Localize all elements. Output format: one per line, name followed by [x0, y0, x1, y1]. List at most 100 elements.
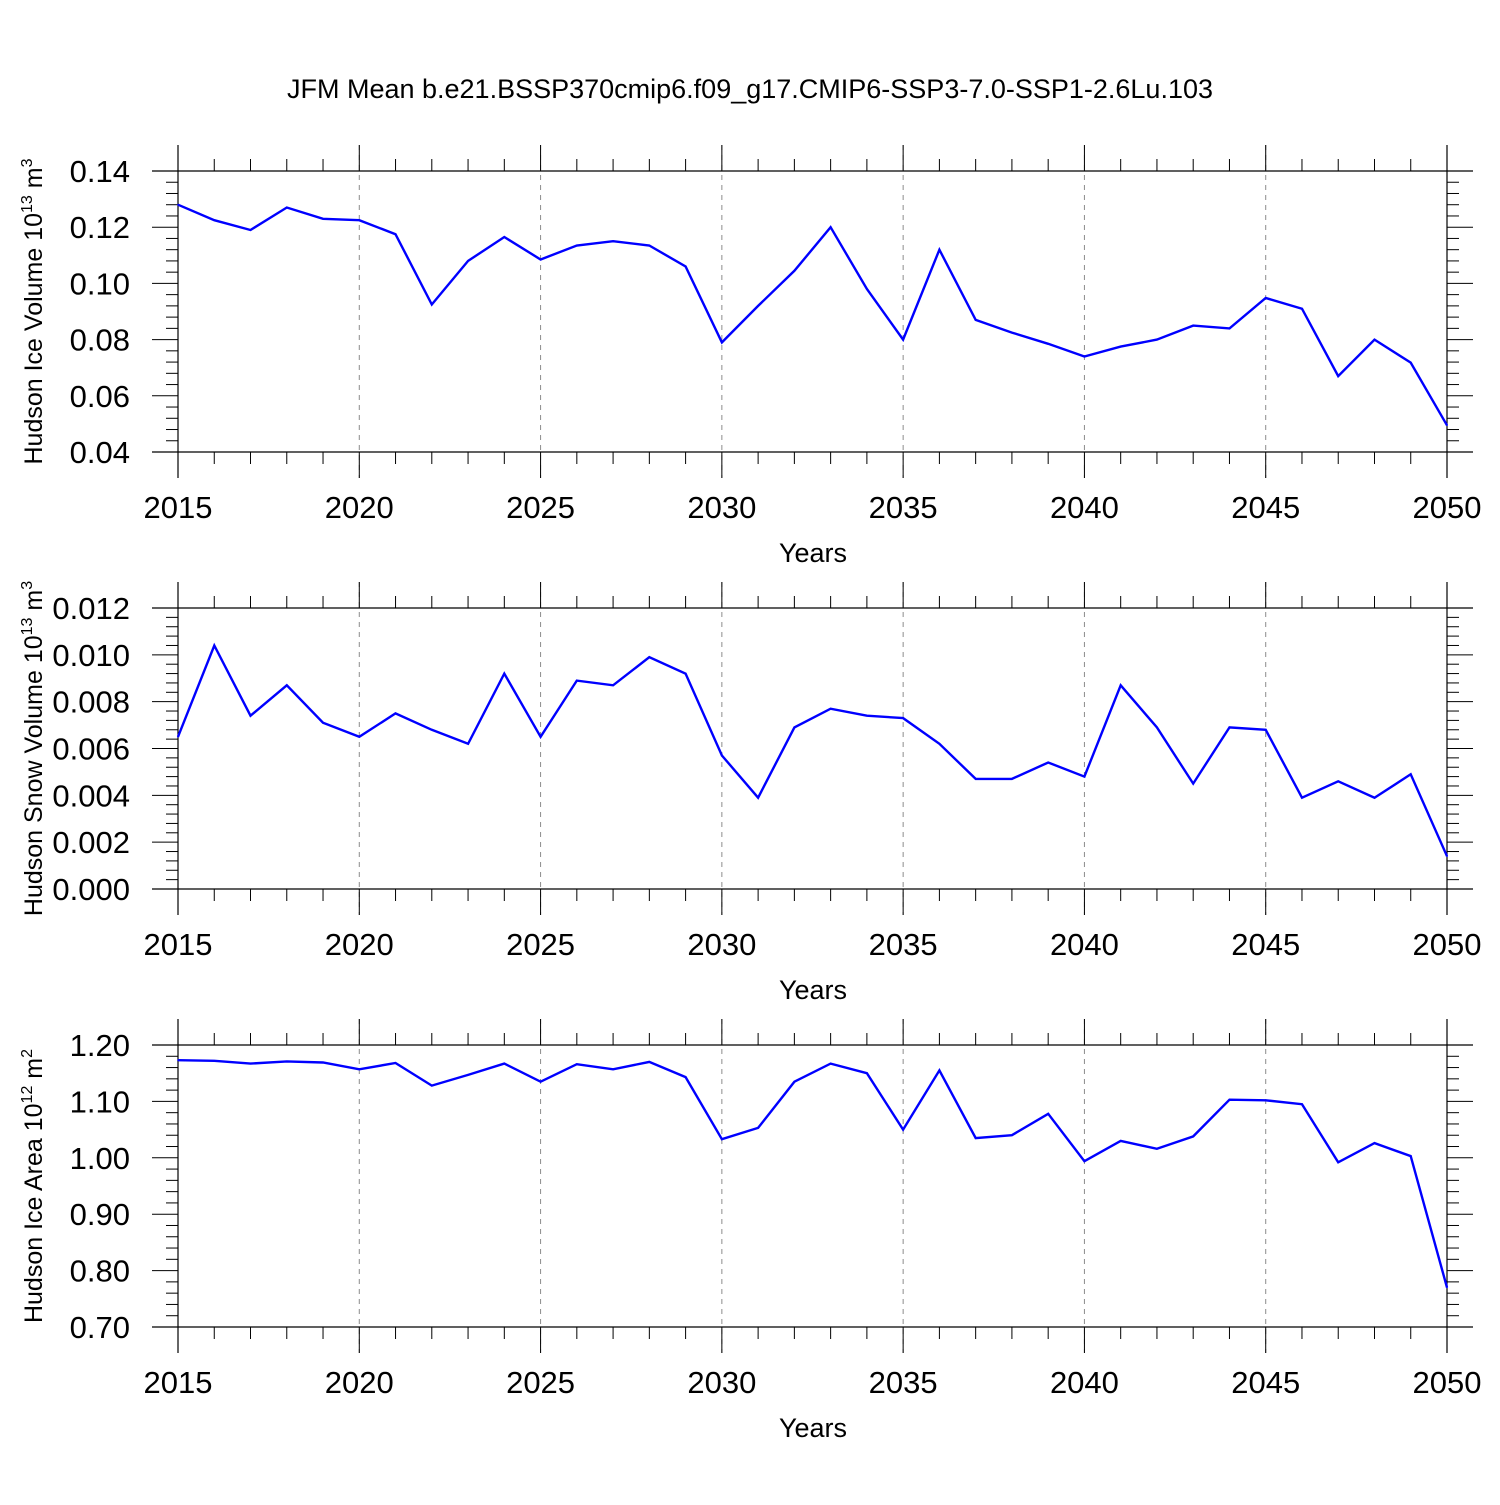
series-line — [177, 203, 1449, 426]
data-point — [177, 1059, 179, 1062]
y-tick-label: 0.80 — [70, 1254, 130, 1289]
x-tick-label: 2035 — [869, 927, 938, 962]
x-tick-label: 2050 — [1413, 927, 1482, 962]
x-tick-label: 2045 — [1231, 1365, 1300, 1400]
data-point — [757, 1127, 759, 1129]
data-point — [1011, 1134, 1013, 1137]
y-tick-label: 0.008 — [52, 685, 130, 720]
data-point — [1301, 796, 1303, 799]
data-point — [866, 714, 868, 717]
data-point — [1228, 1098, 1231, 1101]
data-point — [285, 1060, 288, 1063]
data-point — [431, 728, 433, 731]
data-point — [358, 1068, 361, 1071]
data-point — [721, 341, 723, 344]
data-point — [1119, 1140, 1122, 1142]
data-point — [1373, 1142, 1376, 1144]
x-tick-label: 2050 — [1413, 1365, 1482, 1400]
y-tick-label: 0.14 — [70, 154, 130, 189]
data-point — [285, 684, 288, 687]
data-point — [938, 743, 941, 745]
data-point — [503, 1062, 506, 1065]
y-tick-label: 0.006 — [52, 732, 130, 767]
data-point — [757, 305, 759, 307]
data-point — [829, 1062, 832, 1065]
data-point — [1083, 775, 1086, 778]
data-point — [793, 269, 796, 272]
data-point — [213, 644, 216, 647]
data-point — [974, 319, 977, 321]
x-tick-label: 2025 — [506, 1365, 575, 1400]
data-point — [1446, 424, 1448, 427]
x-axis-label: Years — [779, 975, 847, 1005]
y-axis-label: Hudson Ice Volume 1013 m3 — [19, 158, 48, 464]
y-tick-label: 0.08 — [70, 323, 130, 358]
data-point — [974, 778, 977, 780]
data-point — [1119, 684, 1122, 687]
y-tick-label: 0.012 — [52, 591, 130, 626]
data-point — [322, 721, 324, 724]
data-point — [467, 260, 469, 262]
y-tick-label: 0.010 — [52, 638, 130, 673]
y-tick-label: 0.04 — [70, 435, 130, 470]
data-point — [902, 1128, 904, 1131]
data-point — [249, 714, 252, 717]
data-point — [793, 1080, 796, 1083]
data-point — [1301, 1103, 1303, 1106]
data-point — [539, 1080, 542, 1083]
data-point — [648, 244, 651, 247]
data-point — [1264, 297, 1267, 299]
data-point — [1264, 1099, 1267, 1102]
data-point — [902, 717, 904, 719]
data-point — [1228, 327, 1231, 330]
data-point — [1337, 780, 1340, 783]
x-tick-label: 2030 — [687, 1365, 756, 1400]
data-point — [177, 203, 179, 206]
data-point — [612, 240, 614, 243]
data-point — [938, 1069, 941, 1072]
data-point — [503, 236, 506, 238]
data-point — [1083, 355, 1086, 358]
data-point — [322, 1061, 324, 1064]
data-point — [576, 244, 578, 247]
data-point — [757, 796, 759, 799]
data-point — [249, 1062, 252, 1065]
data-point — [1083, 1160, 1086, 1162]
y-tick-label: 1.10 — [70, 1084, 130, 1119]
y-axis-label: Hudson Snow Volume 1013 m3 — [19, 581, 48, 916]
x-tick-label: 2040 — [1050, 927, 1119, 962]
data-point — [467, 743, 469, 745]
data-point — [1373, 338, 1376, 341]
data-point — [1047, 343, 1049, 345]
y-tick-label: 0.90 — [70, 1197, 130, 1232]
data-point — [684, 1076, 687, 1078]
data-point — [1011, 331, 1013, 334]
data-point — [394, 1062, 397, 1064]
data-point — [829, 707, 832, 710]
x-tick-label: 2025 — [506, 490, 575, 525]
x-tick-label: 2030 — [687, 490, 756, 525]
y-tick-label: 0.004 — [52, 778, 130, 813]
data-point — [1409, 1155, 1412, 1157]
x-tick-label: 2045 — [1231, 490, 1300, 525]
x-tick-label: 2015 — [144, 1365, 213, 1400]
data-point — [576, 679, 578, 682]
data-point — [467, 1074, 469, 1076]
x-axis-label: Years — [779, 538, 847, 568]
data-point — [684, 265, 687, 268]
panel-2: 0.000 0.002 0.004 0.006 0.008 0.010 0.012 2015 2… — [19, 581, 1481, 1005]
data-point — [249, 229, 252, 231]
x-tick-label: 2035 — [869, 1365, 938, 1400]
data-point — [177, 735, 179, 738]
data-point — [1156, 338, 1158, 341]
x-tick-label: 2040 — [1050, 1365, 1119, 1400]
data-point — [1446, 855, 1448, 858]
x-tick-label: 2030 — [687, 927, 756, 962]
data-point — [1301, 307, 1303, 310]
x-tick-label: 2050 — [1413, 490, 1482, 525]
data-point — [358, 735, 361, 738]
data-point — [974, 1137, 977, 1139]
y-tick-label: 0.06 — [70, 379, 130, 414]
data-point — [1337, 1161, 1340, 1164]
